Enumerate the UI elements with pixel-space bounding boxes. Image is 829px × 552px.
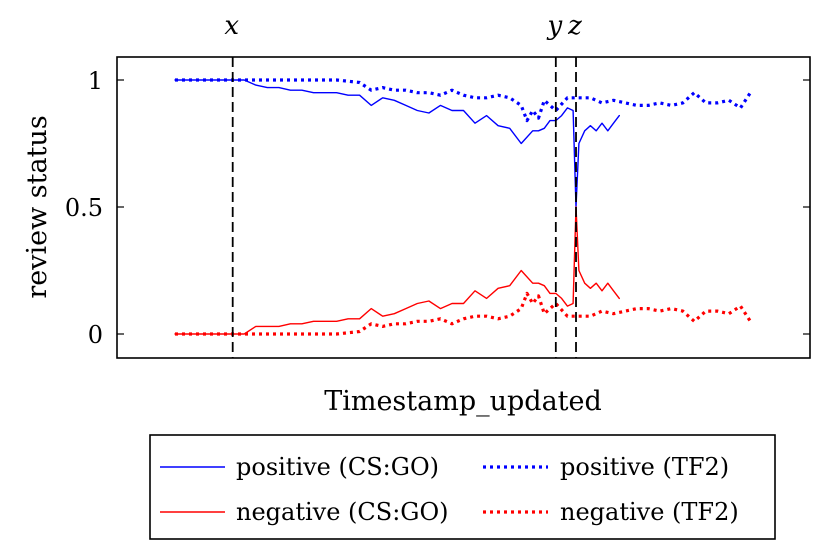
x-axis-label: Timestamp_updated — [324, 386, 602, 417]
plot-area-frame — [116, 56, 811, 359]
marker-label-x: x — [224, 11, 239, 41]
legend: positive (CS:GO) positive (TF2) negative (… — [149, 434, 776, 540]
y-tick-label: 1 — [88, 67, 103, 95]
series-line-3 — [175, 291, 754, 336]
y-tick-label: 0.5 — [65, 194, 103, 222]
legend-entries: positive (CS:GO) positive (TF2) negative (… — [160, 453, 739, 526]
marker-label-y: y — [546, 11, 562, 41]
series-line-0 — [174, 79, 620, 208]
legend-label-1: positive (TF2) — [560, 453, 729, 481]
y-axis-label: review status — [22, 115, 53, 298]
y-tick-label: 0 — [88, 321, 103, 349]
marker-label-z: z — [567, 11, 582, 41]
legend-label-0: positive (CS:GO) — [236, 453, 439, 481]
series-line-2 — [174, 206, 620, 335]
legend-label-2: negative (CS:GO) — [236, 498, 449, 526]
legend-box — [149, 434, 776, 540]
y-ticks: 00.51 — [65, 67, 810, 349]
series-line-1 — [175, 78, 754, 123]
series-lines — [174, 78, 754, 336]
legend-label-3: negative (TF2) — [560, 498, 739, 526]
